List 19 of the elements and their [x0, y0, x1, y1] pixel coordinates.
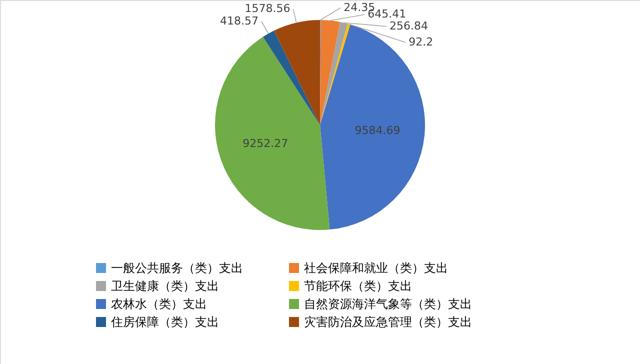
data-label: 256.84 — [390, 19, 428, 32]
legend-label: 节能环保（类）支出 — [304, 279, 412, 293]
pie-slice — [320, 20, 340, 125]
legend-label: 灾害防治及应急管理（类）支出 — [304, 315, 472, 329]
legend-label: 一般公共服务（类）支出 — [111, 261, 243, 275]
legend-label: 卫生健康（类）支出 — [111, 279, 219, 293]
data-label: 92.2 — [408, 35, 434, 48]
legend-label: 社会保障和就业（类）支出 — [304, 261, 448, 275]
pie-slice — [215, 36, 330, 230]
legend-label: 自然资源海洋气象等（类）支出 — [304, 297, 472, 311]
data-label: 9584.69 — [354, 124, 400, 137]
pie-slice — [274, 20, 320, 125]
legend-label: 住房保障（类）支出 — [110, 315, 219, 329]
data-label: 9252.27 — [242, 136, 288, 150]
pie-slice — [262, 30, 320, 125]
data-label: 418.57 — [220, 14, 258, 28]
legend-label: 农林水（类）支出 — [111, 297, 207, 311]
data-label: 645.41 — [368, 8, 406, 21]
data-label: 1578.56 — [244, 2, 290, 16]
